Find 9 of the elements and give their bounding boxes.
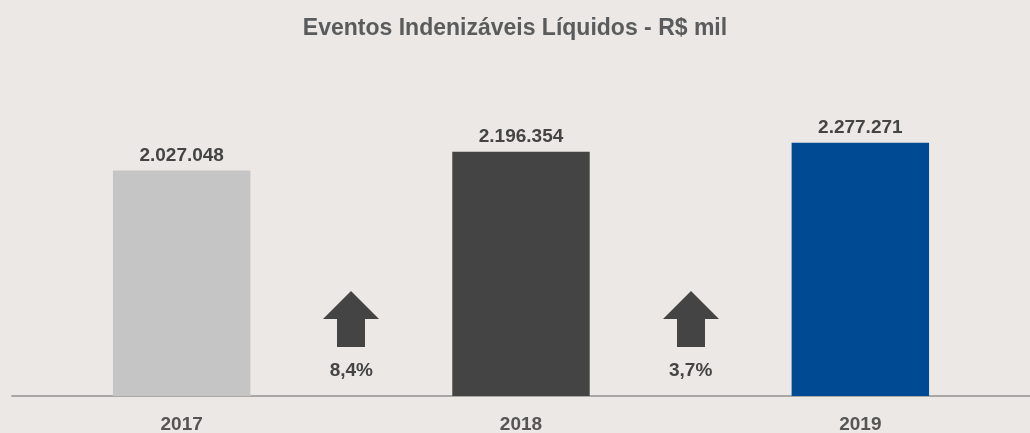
data-label: 2.196.354 (478, 124, 564, 146)
data-label: 2.027.048 (139, 143, 224, 165)
x-tick-label: 2018 (499, 413, 543, 433)
data-label: 2.277.271 (818, 115, 904, 137)
chart-title: Eventos Indenizáveis Líquidos - R$ mil (302, 13, 728, 40)
x-tick-label: 2019 (839, 413, 882, 433)
annotation: 8,4% (329, 359, 374, 380)
x-tick-label: 2017 (160, 413, 203, 433)
annotation: 3,7% (669, 359, 713, 380)
